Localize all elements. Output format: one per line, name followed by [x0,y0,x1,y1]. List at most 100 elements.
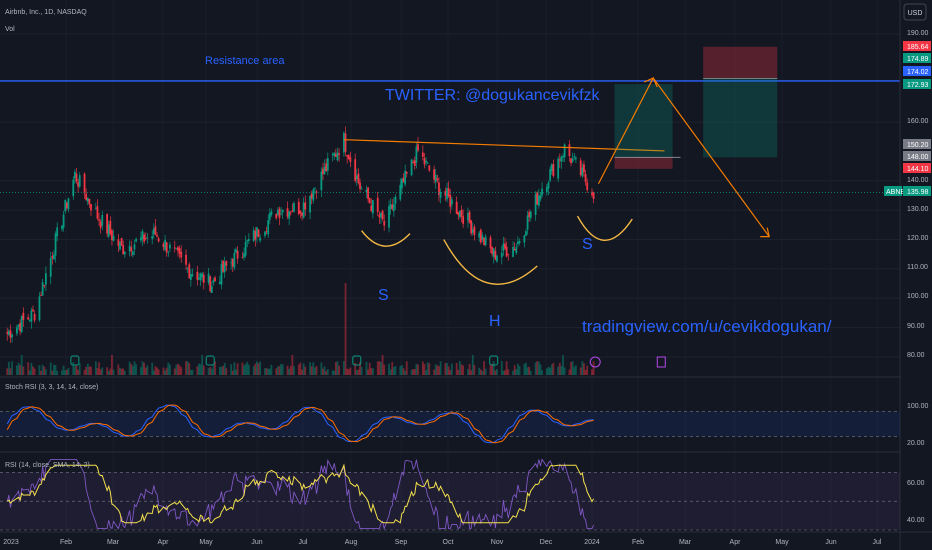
candle-body [434,174,437,183]
volume-bar [210,368,213,375]
volume-bar [529,370,532,375]
volume-bar [40,370,42,375]
volume-bar [504,370,506,375]
candle-body [64,200,67,212]
volume-bar [526,367,529,375]
volume-bar [167,362,170,375]
volume-bar [44,369,47,375]
volume-bar [212,364,215,375]
stoch-band [0,411,900,437]
volume-bar [15,365,18,375]
volume-bar [539,364,542,375]
candle-body [331,154,334,155]
volume-bar [143,362,146,375]
volume-bar [394,365,397,375]
candle-body [85,193,88,201]
candle-body [492,248,495,258]
volume-bar [146,365,149,375]
candle-body [49,257,52,277]
volume-bar [301,369,303,375]
volume-bar [367,369,369,375]
candle-body [180,251,183,258]
volume-bar [325,370,328,375]
volume-bar [247,364,250,375]
candle-body [112,235,115,241]
volume-bar [218,366,221,375]
volume-bar [512,370,514,375]
candle-body [502,243,505,251]
volume-bar [473,365,476,375]
stoch-tick: 20.00 [907,440,925,447]
volume-bar [107,370,110,375]
price-badge-label: 144.10 [907,166,929,173]
volume-bar [88,366,91,375]
candle-body [450,199,453,205]
volume-bar [78,363,81,375]
candle-body [322,168,324,175]
candle-body [223,262,226,273]
candle-body [344,133,347,152]
volume-bar [27,362,30,375]
volume-bar [235,369,237,375]
price-badge [903,41,931,51]
candle-body [428,165,431,171]
volume-bar [586,365,589,375]
candle-body [275,213,278,219]
volume-bar [404,370,407,375]
left-shoulder-label: S [378,287,389,304]
volume-bar [28,370,31,375]
price-axis[interactable]: 190.00 160.00 140.00 130.00 120.00 110.0… [884,30,931,524]
volume-bar [133,361,136,375]
time-axis[interactable]: 2023 Feb Mar Apr May Jun Jul Aug Sep Oct… [3,539,882,546]
long-target-zone [614,84,673,158]
volume-bar [222,365,224,375]
candle-body [99,221,102,228]
candle-body [380,212,382,218]
volume-bar [117,364,120,375]
time-tick: Oct [443,539,454,546]
volume-bar [77,369,80,375]
candle-body [336,152,339,161]
candle-body [233,252,236,268]
price-badge [903,151,931,161]
volume-bar [6,368,9,375]
volume-bar [450,363,453,375]
rsi-line [6,458,595,531]
candle-body [94,208,97,210]
volume-bar [478,367,481,375]
currency-button[interactable]: USD [903,3,927,21]
volume-bar [20,355,23,375]
short-stop-zone [703,46,778,79]
price-badge [903,79,931,89]
volume-bar [106,367,109,375]
candle-body [53,254,55,260]
volume-bar [417,364,419,375]
volume-bar [516,363,519,375]
volume-bar [162,367,165,375]
volume-bar [536,361,539,375]
candle-body [72,179,75,197]
volume-bar [415,363,418,375]
volume-bar [288,368,291,375]
candle-body [56,227,59,237]
stoch-rsi-pane [0,404,900,444]
volume-bar [297,364,300,375]
candle-body [401,179,403,189]
rsi-ma-line [6,463,595,524]
volume-bar [468,364,471,375]
candle-body [220,264,223,285]
volume-bar [312,362,315,375]
tradingview-watermark: tradingview.com/u/cevikdogukan/ [582,317,832,336]
stoch-k-line [6,404,594,444]
volume-bar [310,366,313,375]
volume-bar [372,368,374,375]
volume-bar [401,365,403,375]
volume-bar [257,363,260,375]
candle-body [312,189,315,201]
candle-body [518,241,521,243]
candle-body [201,273,204,278]
candle-body [265,230,268,232]
volume-bar [175,364,178,375]
volume-bar [402,368,405,375]
